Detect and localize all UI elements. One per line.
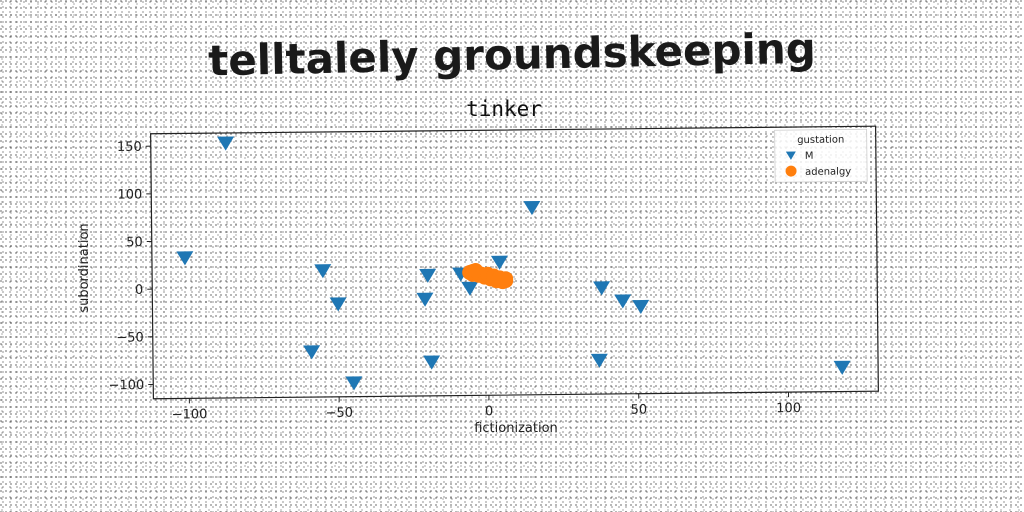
legend-box — [774, 128, 868, 183]
x-axis-label: fictionization — [474, 421, 558, 436]
data-point — [314, 264, 332, 279]
data-point — [490, 255, 508, 270]
x-tick-label: 0 — [485, 404, 493, 419]
data-point — [329, 297, 347, 312]
y-tick-label: −50 — [116, 330, 144, 345]
data-point — [468, 263, 484, 279]
y-tick-label: 100 — [117, 187, 142, 202]
data-point — [833, 360, 851, 375]
series-adenalgy — [462, 263, 514, 290]
x-tick-label: −100 — [172, 407, 208, 422]
legend-marker — [785, 165, 797, 177]
y-tick-label: 0 — [135, 283, 143, 298]
chart-title: tinker — [466, 97, 542, 121]
data-point — [523, 200, 541, 216]
legend-label: M — [805, 151, 814, 162]
y-tick-label: −100 — [108, 378, 144, 393]
x-tick-label: −50 — [326, 406, 354, 421]
series-M — [176, 136, 851, 391]
data-point — [614, 294, 632, 309]
legend-title: gustation — [797, 135, 844, 146]
data-point — [423, 355, 441, 370]
x-tick-label: 50 — [631, 403, 648, 418]
y-tick-label: 50 — [126, 235, 143, 250]
y-tick-label: 150 — [117, 140, 142, 155]
data-point — [498, 271, 514, 287]
legend-marker — [785, 151, 796, 160]
data-point — [632, 299, 650, 315]
series-layer — [176, 136, 851, 391]
plot-area — [150, 125, 879, 400]
data-point — [461, 281, 479, 296]
legend-label: adenalgy — [805, 166, 851, 177]
y-axis-label: subordination — [77, 223, 92, 312]
data-point — [419, 268, 437, 283]
data-point — [345, 376, 363, 391]
x-axis: −100 −50 0 50 100 — [172, 392, 801, 423]
data-point — [416, 292, 434, 307]
data-point — [176, 251, 194, 266]
data-point — [590, 353, 608, 368]
y-axis: −100 −50 0 50 100 150 — [108, 140, 154, 393]
data-point — [593, 281, 611, 296]
data-point — [217, 136, 235, 151]
x-tick-label: 100 — [776, 401, 801, 416]
data-point — [303, 345, 321, 360]
